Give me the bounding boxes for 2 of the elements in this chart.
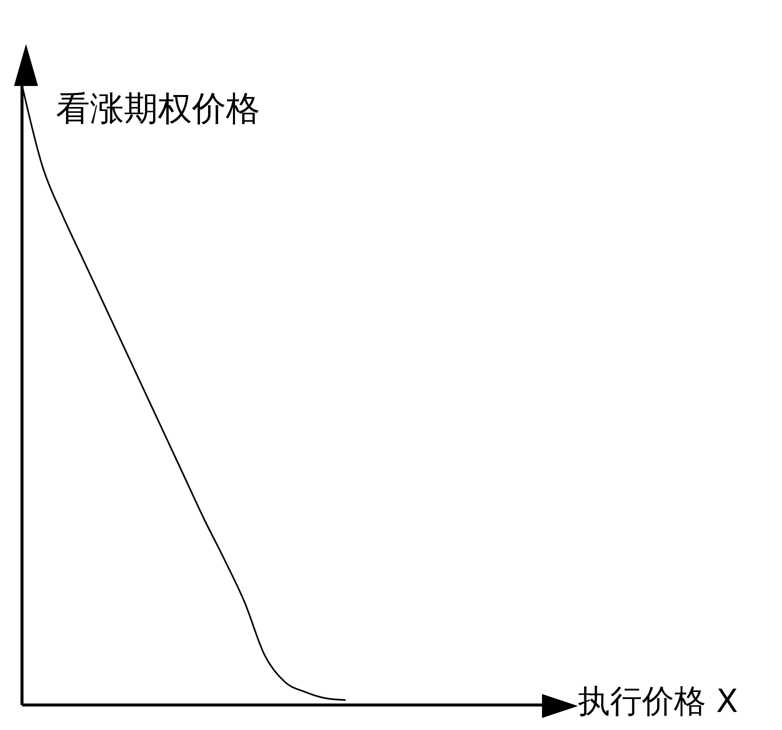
x-axis-title: 执行价格 X: [578, 681, 738, 722]
y-axis-title: 看涨期权价格: [56, 88, 260, 131]
